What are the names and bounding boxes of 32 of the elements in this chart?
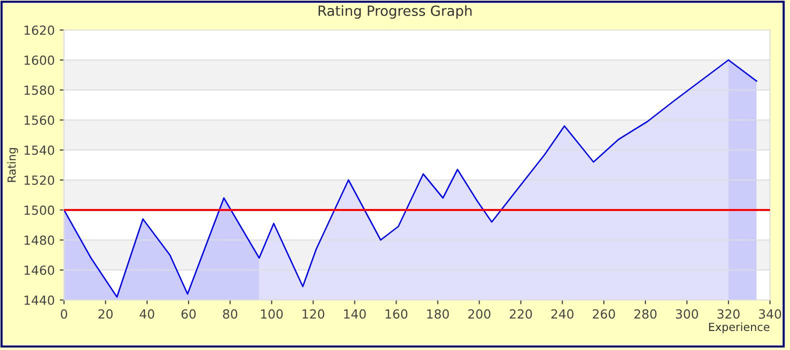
y-tick-label: 1460 bbox=[24, 265, 54, 275]
line-series bbox=[64, 59, 758, 298]
x-tick-label: 320 bbox=[717, 309, 740, 319]
y-tick-label: 1580 bbox=[24, 85, 54, 95]
y-tick-label: 1600 bbox=[24, 55, 54, 65]
y-axis-title: Rating bbox=[7, 148, 18, 182]
x-tick-label: 80 bbox=[223, 309, 238, 319]
y-tick-label: 1540 bbox=[24, 145, 54, 155]
x-tick-label: 180 bbox=[427, 309, 449, 319]
x-axis-title: Experience bbox=[709, 322, 770, 334]
x-tick-label: 260 bbox=[592, 309, 615, 319]
x-tick-label: 40 bbox=[140, 309, 154, 319]
x-tick-label: 240 bbox=[551, 309, 574, 319]
chart-title: Rating Progress Graph bbox=[318, 5, 472, 19]
y-tick-label: 1500 bbox=[24, 205, 54, 215]
x-tick-label: 300 bbox=[676, 309, 698, 319]
x-tick-label: 60 bbox=[182, 309, 196, 319]
x-tick-label: 0 bbox=[60, 309, 68, 319]
x-tick-label: 200 bbox=[468, 309, 490, 319]
y-tick-label: 1520 bbox=[24, 175, 54, 185]
x-tick-label: 160 bbox=[386, 309, 408, 319]
y-tick-label: 1440 bbox=[24, 295, 54, 305]
x-tick-label: 120 bbox=[302, 309, 324, 319]
y-tick-label: 1620 bbox=[24, 25, 54, 35]
y-tick-label: 1480 bbox=[24, 235, 54, 245]
x-tick-label: 280 bbox=[634, 309, 657, 319]
x-tick-label: 140 bbox=[344, 309, 366, 319]
x-tick-label: 20 bbox=[98, 309, 113, 319]
x-tick-label: 340 bbox=[759, 309, 782, 319]
x-tick-label: 100 bbox=[261, 309, 283, 319]
x-tick-label: 220 bbox=[510, 309, 532, 319]
y-tick-label: 1560 bbox=[24, 115, 54, 125]
